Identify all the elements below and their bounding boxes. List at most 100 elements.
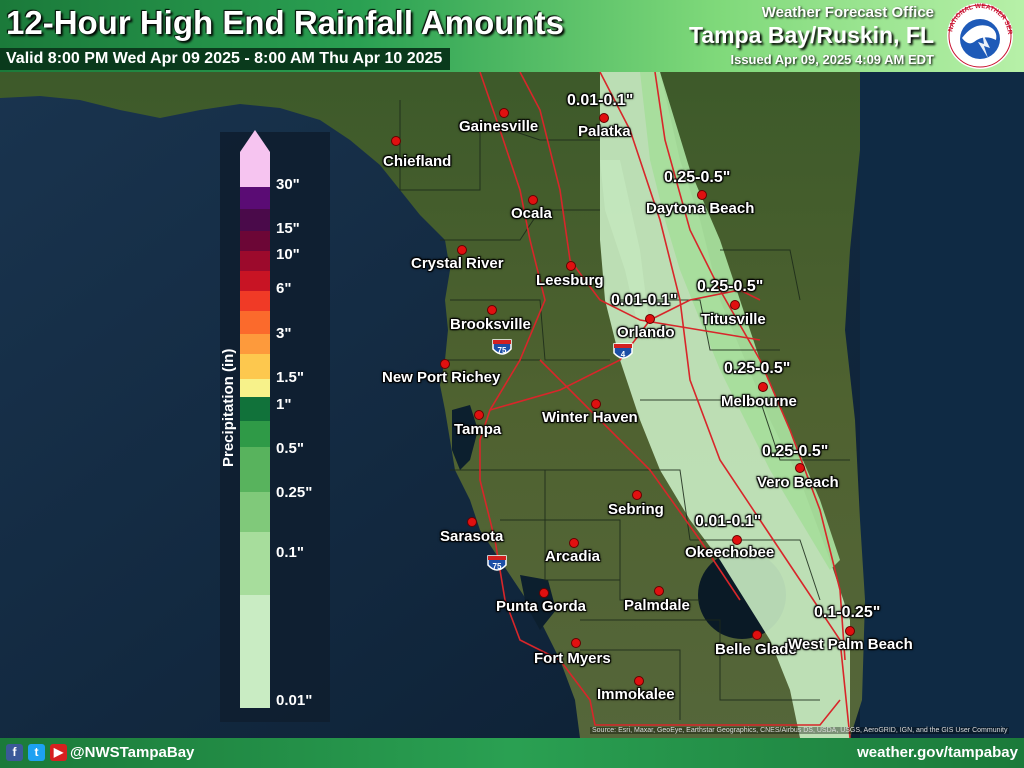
header-bar: 12-Hour High End Rainfall Amounts Valid … — [0, 0, 1024, 72]
legend-swatch-3-4 — [240, 334, 270, 354]
legend-swatch-20-30 — [240, 187, 270, 209]
legend-swatch-2-3 — [240, 354, 270, 379]
legend-tick-3: 3" — [276, 325, 292, 342]
city-label-immokalee: Immokalee — [597, 686, 675, 703]
footer-bar: f t ▶ @NWSTampaBay weather.gov/tampabay — [0, 738, 1024, 768]
city-dot-melbourne — [758, 382, 768, 392]
city-label-ocala: Ocala — [511, 205, 552, 222]
city-dot-crystal-river — [457, 245, 467, 255]
city-label-daytona-beach: Daytona Beach — [646, 200, 755, 217]
city-dot-palmdale — [654, 586, 664, 596]
legend-swatch-0_01-0_1 — [240, 595, 270, 708]
city-label-melbourne: Melbourne — [721, 393, 797, 410]
legend-swatch-1_5-2 — [240, 379, 270, 397]
city-label-arcadia: Arcadia — [545, 548, 601, 565]
issued-time: Issued Apr 09, 2025 4:09 AM EDT — [730, 52, 934, 67]
city-label-belle-glade: Belle Glade — [715, 641, 797, 658]
legend-swatch-30plus — [240, 152, 270, 187]
city-label-winter-haven: Winter Haven — [542, 409, 638, 426]
legend-swatch-0_25-0_5 — [240, 492, 270, 532]
city-label-sarasota: Sarasota — [440, 528, 504, 545]
city-dot-orlando — [645, 314, 655, 324]
city-dot-palatka — [599, 113, 609, 123]
city-dot-west-palm-beach — [845, 626, 855, 636]
city-label-palatka: Palatka — [578, 123, 631, 140]
legend-colorbar — [240, 130, 270, 708]
legend-swatch-4-6 — [240, 311, 270, 334]
amount-label-vero-beach: 0.25-0.5" — [762, 443, 829, 460]
legend-tick-30: 30" — [276, 176, 300, 193]
city-dot-brooksville — [487, 305, 497, 315]
legend-swatch-0_5-0_75 — [240, 447, 270, 492]
county-boundaries — [399, 100, 850, 720]
legend-tick-6: 6" — [276, 280, 292, 297]
amount-label-titusville: 0.25-0.5" — [697, 278, 764, 295]
rain-band-west-inland — [600, 160, 650, 335]
youtube-icon[interactable]: ▶ — [50, 744, 67, 761]
svg-text:75: 75 — [493, 562, 502, 571]
city-dot-daytona-beach — [697, 190, 707, 200]
city-dot-tampa — [474, 410, 484, 420]
city-label-fort-myers: Fort Myers — [534, 650, 611, 667]
twitter-icon[interactable]: t — [28, 744, 45, 761]
city-dot-fort-myers — [571, 638, 581, 648]
city-dot-sebring — [632, 490, 642, 500]
city-label-punta-gorda: Punta Gorda — [496, 598, 587, 615]
legend-tick-1_5: 1.5" — [276, 369, 304, 386]
city-label-crystal-river: Crystal River — [411, 255, 504, 272]
facebook-icon[interactable]: f — [6, 744, 23, 761]
legend-swatch-15-20 — [240, 209, 270, 231]
city-dot-belle-glade — [752, 630, 762, 640]
legend-arrow — [240, 130, 270, 152]
city-label-west-palm-beach: West Palm Beach — [788, 636, 913, 653]
legend-tick-0_01: 0.01" — [276, 692, 313, 709]
city-dot-leesburg — [566, 261, 576, 271]
rain-band-light — [600, 72, 850, 738]
legend-panel — [220, 132, 330, 722]
legend-swatch-8-10 — [240, 271, 270, 291]
atlantic-ocean — [860, 0, 1024, 768]
page-title: 12-Hour High End Rainfall Amounts — [6, 4, 564, 41]
amount-label-west-palm-beach: 0.1-0.25" — [814, 604, 881, 621]
city-label-orlando: Orlando — [617, 324, 675, 341]
city-label-okeechobee: Okeechobee — [685, 544, 775, 561]
amount-label-melbourne: 0.25-0.5" — [724, 360, 791, 377]
nws-logo-icon[interactable]: NATIONAL WEATHER SERVICE — [944, 2, 1016, 70]
city-dot-sarasota — [467, 517, 477, 527]
website-link[interactable]: weather.gov/tampabay — [857, 744, 1018, 761]
city-dot-gainesville — [499, 108, 509, 118]
i4-shield: 4 — [613, 343, 633, 359]
city-label-titusville: Titusville — [701, 311, 766, 328]
city-dot-vero-beach — [795, 463, 805, 473]
amount-label-daytona-beach: 0.25-0.5" — [664, 169, 731, 186]
amount-label-okeechobee: 0.01-0.1" — [695, 513, 762, 530]
city-label-palmdale: Palmdale — [624, 597, 690, 614]
legend-swatch-0_75-1 — [240, 421, 270, 447]
legend-swatch-0_1-0_25 — [240, 532, 270, 595]
rain-band-medium — [640, 72, 840, 570]
city-label-brooksville: Brooksville — [450, 316, 531, 333]
city-dot-ocala — [528, 195, 538, 205]
city-dot-titusville — [730, 300, 740, 310]
city-dot-arcadia — [569, 538, 579, 548]
i75-south-shield: 75 — [487, 555, 507, 571]
legend-swatch-10-12 — [240, 251, 270, 271]
city-dot-okeechobee — [732, 535, 742, 545]
legend-tick-1: 1" — [276, 396, 292, 413]
city-dot-new-port-richey — [440, 359, 450, 369]
city-label-vero-beach: Vero Beach — [757, 474, 839, 491]
city-label-gainesville: Gainesville — [459, 118, 539, 135]
city-label-new-port-richey: New Port Richey — [382, 369, 501, 386]
svg-text:4: 4 — [621, 350, 626, 359]
city-label-leesburg: Leesburg — [536, 272, 604, 289]
amount-label-orlando: 0.01-0.1" — [611, 292, 678, 309]
valid-period: Valid 8:00 PM Wed Apr 09 2025 - 8:00 AM … — [0, 48, 451, 70]
legend-tick-0_5: 0.5" — [276, 440, 304, 457]
social-handle[interactable]: @NWSTampaBay — [70, 744, 195, 761]
legend-tick-0_1: 0.1" — [276, 544, 304, 561]
legend-tick-0_25: 0.25" — [276, 484, 313, 501]
city-label-sebring: Sebring — [608, 501, 664, 518]
legend-title: Precipitation (in) — [220, 348, 237, 467]
tampa-bay — [452, 405, 478, 470]
